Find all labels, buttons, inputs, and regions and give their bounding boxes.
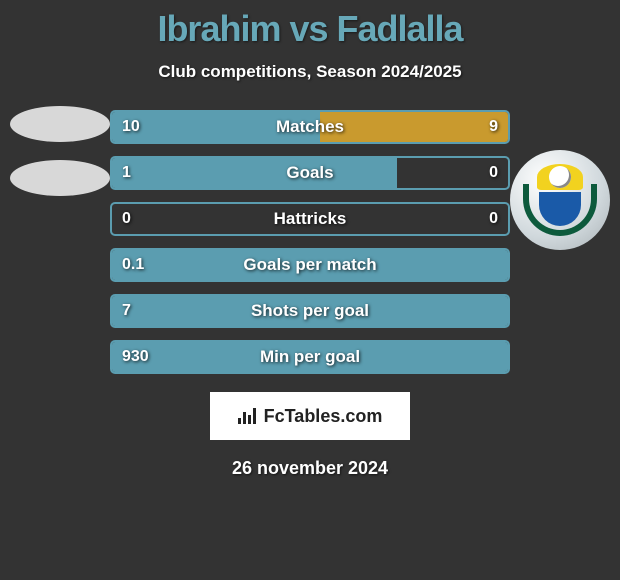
stat-bar-right-fill — [320, 112, 508, 142]
comparison-bars: Matches109Goals10Hattricks00Goals per ma… — [110, 110, 510, 374]
left-badge-oval-2 — [10, 160, 110, 196]
stat-bar: Hattricks 0 0 — [110, 202, 510, 236]
stat-bar-left-value: 930 — [122, 348, 149, 366]
left-badge-oval-1 — [10, 106, 110, 142]
stat-bar-left-value: 0.1 — [122, 256, 144, 274]
footer-date: 26 november 2024 — [0, 458, 620, 479]
stat-bar-right-value: 9 — [489, 118, 498, 136]
stat-bar: Min per goal 930 — [110, 340, 510, 374]
right-team-badge — [510, 150, 610, 250]
brand-badge: FcTables.com — [210, 392, 410, 440]
stat-bar-label: Min per goal — [260, 347, 360, 367]
brand-text: FcTables.com — [264, 406, 383, 427]
page-subtitle: Club competitions, Season 2024/2025 — [0, 62, 620, 82]
stat-bar-left-fill — [112, 158, 397, 188]
stat-bar-label: Goals — [286, 163, 333, 183]
stat-bar-right-value: 0 — [489, 164, 498, 182]
stat-bar-left-value: 7 — [122, 302, 131, 320]
stat-bar-left-value: 0 — [122, 210, 131, 228]
page-title: Ibrahim vs Fadlalla — [0, 8, 620, 50]
stat-bar-label: Matches — [276, 117, 344, 137]
stat-bar-left-value: 10 — [122, 118, 140, 136]
stat-bar-label: Shots per goal — [251, 301, 369, 321]
left-team-badges — [10, 106, 110, 196]
club-crest-icon — [520, 160, 600, 240]
stat-bar-right-value: 0 — [489, 210, 498, 228]
stat-bar: Matches 10 9 — [110, 110, 510, 144]
stat-bar-left-value: 1 — [122, 164, 131, 182]
club-crest-circle — [510, 150, 610, 250]
stat-bar-label: Goals per match — [243, 255, 376, 275]
header: Ibrahim vs Fadlalla Club competitions, S… — [0, 0, 620, 82]
bar-chart-icon — [238, 408, 258, 424]
stat-bar: Shots per goal 7 — [110, 294, 510, 328]
stat-bar: Goals 1 0 — [110, 156, 510, 190]
stat-bar: Goals per match 0.1 — [110, 248, 510, 282]
stat-bar-label: Hattricks — [274, 209, 347, 229]
comparison-content: Matches109Goals10Hattricks00Goals per ma… — [0, 110, 620, 374]
